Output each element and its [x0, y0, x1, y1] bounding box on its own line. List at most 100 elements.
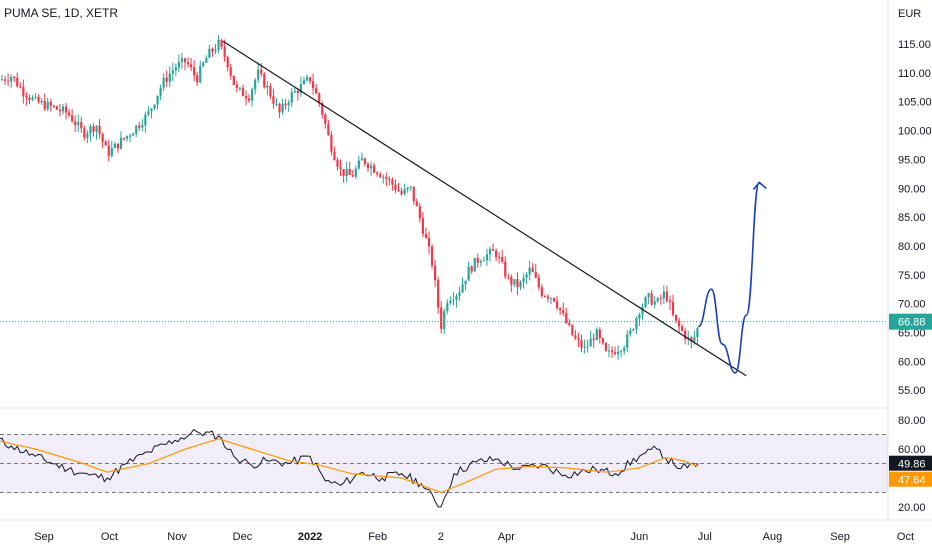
candle-body [89, 126, 92, 134]
price-tick-label: 105.00 [898, 97, 932, 109]
candle-body [244, 96, 248, 99]
candle-body [635, 318, 638, 330]
price-tick-label: 80.00 [898, 241, 926, 253]
candle-body [101, 133, 104, 142]
candle-body [391, 179, 394, 185]
candle-body [424, 233, 428, 239]
candle-body [43, 100, 46, 110]
candle-body [22, 87, 25, 96]
candle-body [617, 351, 620, 355]
candle-body [604, 343, 607, 351]
trendline[interactable] [222, 40, 747, 377]
candle-body [64, 106, 68, 113]
candle-body [473, 258, 476, 272]
candle-body [135, 125, 138, 134]
candle-body [678, 320, 681, 327]
candle-body [443, 311, 446, 329]
candle-body [406, 187, 409, 190]
last-price-badge [889, 313, 932, 330]
candle-body [71, 115, 74, 122]
candle-body [690, 337, 693, 342]
time-tick-label: Jun [631, 531, 649, 543]
candle-body [394, 184, 397, 190]
chart-title: PUMA SE, 1D, XETR [4, 6, 118, 20]
rsi-ma-line [0, 438, 699, 494]
candle-body [315, 88, 318, 94]
candle-body [559, 307, 562, 311]
price-tick-label: 100.00 [898, 126, 932, 138]
candle-body [501, 257, 504, 262]
candle-body [455, 295, 458, 300]
candle-body [385, 176, 388, 179]
candle-body [467, 266, 470, 281]
last-price-label: 66.88 [898, 317, 926, 329]
candle-body [34, 96, 37, 98]
candle-body [129, 135, 132, 137]
candle-body [220, 39, 223, 47]
candle-body [263, 73, 266, 88]
candle-body [400, 191, 403, 194]
candle-body [671, 302, 675, 315]
candle-body [653, 301, 656, 305]
price-tick-label: 70.00 [898, 299, 926, 311]
candle-body [693, 337, 696, 342]
time-tick-label: Dec [233, 531, 253, 543]
candle-body [28, 97, 31, 100]
candle-body [519, 281, 522, 288]
time-tick-label: Jul [698, 531, 712, 543]
candle-body [287, 102, 290, 106]
candle-body [74, 121, 77, 126]
candle-body [302, 80, 306, 85]
candle-body [696, 328, 699, 338]
candle-body [95, 125, 98, 132]
candle-body [336, 159, 339, 168]
candle-body [556, 301, 559, 308]
candle-body [363, 158, 367, 164]
candle-body [165, 77, 168, 82]
candle-body [369, 165, 373, 169]
candle-body [620, 351, 623, 353]
time-tick-label: 2 [438, 531, 444, 543]
candle-body [202, 62, 205, 66]
candle-body [3, 79, 7, 81]
candle-body [205, 57, 208, 63]
candle-body [208, 48, 211, 58]
candle-body [623, 347, 626, 352]
candle-body [177, 61, 180, 68]
time-tick-label: Apr [498, 531, 515, 543]
candle-body [254, 79, 257, 90]
candles [0, 35, 699, 360]
candle-body [122, 138, 126, 140]
price-tick-label: 95.00 [898, 154, 926, 166]
candle-body [0, 79, 4, 81]
time-tick-label: Sep [830, 531, 850, 543]
candle-body [138, 125, 141, 128]
candle-body [577, 338, 580, 341]
candle-body [446, 302, 449, 312]
forecast-curve[interactable] [697, 181, 761, 374]
candle-body [482, 260, 485, 262]
candle-body [674, 314, 678, 321]
candle-body [40, 100, 43, 103]
candle-body [522, 277, 525, 282]
candle-body [49, 101, 52, 106]
candle-body [305, 77, 309, 81]
candle-body [342, 169, 345, 176]
candle-body [312, 81, 315, 89]
candle-body [595, 329, 598, 340]
candle-body [403, 189, 406, 194]
candle-body [629, 330, 632, 335]
candle-body [418, 206, 421, 219]
candle-body [601, 338, 604, 344]
candle-body [510, 276, 513, 285]
candle-body [229, 67, 232, 76]
candle-body [217, 39, 220, 50]
candle-body [321, 103, 324, 115]
candle-body [58, 109, 62, 112]
candle-body [464, 280, 467, 285]
candle-body [348, 168, 351, 176]
candle-body [656, 298, 659, 302]
candle-body [638, 314, 641, 319]
rsi-tick-label: 80.00 [898, 415, 926, 427]
